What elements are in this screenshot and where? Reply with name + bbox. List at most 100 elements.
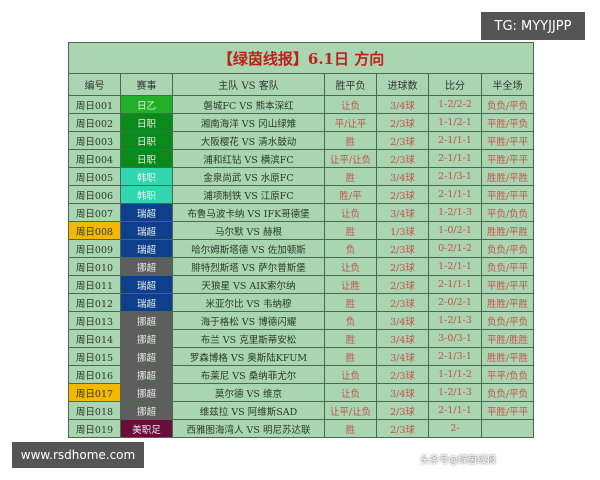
match-id: 周日018 bbox=[68, 401, 121, 420]
league: 日职 bbox=[120, 131, 173, 150]
goals-pick: 2/3球 bbox=[376, 401, 429, 420]
league: 挪超 bbox=[120, 365, 173, 384]
teams: 金泉尚武 VS 水原FC bbox=[172, 167, 325, 186]
goals-pick: 2/3球 bbox=[376, 365, 429, 384]
score-pick: 1-2/2-2 bbox=[428, 95, 482, 114]
halftime-fulltime-pick: 平胜/平平 bbox=[480, 401, 535, 420]
table-row: 周日015 挪超 罗森博格 VS 奥斯陆KFUM 胜 3/4球 2-1/3-1 胜胜/平胜 bbox=[68, 347, 535, 366]
goals-pick: 2/3球 bbox=[376, 113, 429, 132]
score-pick: 1-2/1-1 bbox=[428, 257, 482, 276]
halftime-fulltime-pick: 平胜/平平 bbox=[480, 185, 535, 204]
league: 日职 bbox=[120, 149, 173, 168]
table-title: 【绿茵线报】6.1日 方向 bbox=[67, 42, 535, 74]
halftime-fulltime-pick: 胜胜/平胜 bbox=[480, 167, 535, 186]
halftime-fulltime-pick: 负负/平负 bbox=[480, 95, 535, 114]
table-row: 周日006 韩职 浦项制铁 VS 江原FC 胜/平 2/3球 2-1/1-1 平胜/平平 bbox=[68, 185, 535, 204]
result-pick: 让胜 bbox=[324, 275, 377, 294]
teams: 腓特烈斯塔 VS 萨尔普斯堡 bbox=[172, 257, 325, 276]
teams: 天狼星 VS AIK索尔纳 bbox=[172, 275, 325, 294]
match-id: 周日014 bbox=[68, 329, 121, 348]
score-pick: 2-1/3-1 bbox=[428, 167, 482, 186]
goals-pick: 3/4球 bbox=[376, 347, 429, 366]
table-row: 周日013 挪超 海于格松 VS 博德闪耀负 3/4球 1-2/1-3 负负/平负 bbox=[68, 311, 535, 330]
result-pick: 让平/让负 bbox=[324, 149, 377, 168]
score-pick: 2-1/1-1 bbox=[428, 401, 482, 420]
teams: 大阪樱花 VS 清水鼓动 bbox=[172, 131, 325, 150]
table-row: 周日014 挪超 布兰 VS 克里斯蒂安松胜 3/4球 3-0/3-1 平胜/胜胜 bbox=[68, 329, 535, 348]
table-row: 周日018 挪超 维兹拉 VS 阿维斯SAD 让平/让负 2/3球 2-1/1-1 平胜/平… bbox=[68, 401, 535, 420]
score-pick: 2-1/1-1 bbox=[428, 275, 482, 294]
league: 瑞超 bbox=[120, 275, 173, 294]
match-id: 周日019 bbox=[68, 419, 121, 438]
teams: 浦和红钻 VS 横滨FC bbox=[172, 149, 325, 168]
score-pick: 2-0/2-1 bbox=[428, 293, 482, 312]
match-id: 周日004 bbox=[68, 149, 121, 168]
teams: 西雅图海湾人 VS 明尼苏达联 bbox=[172, 419, 325, 438]
score-pick: 0-2/1-2 bbox=[428, 239, 482, 258]
score-pick: 2-1/1-1 bbox=[428, 185, 482, 204]
teams: 磐城FC VS 熊本深红 bbox=[172, 95, 325, 114]
halftime-fulltime-pick: 负负/平负 bbox=[480, 383, 535, 402]
league: 挪超 bbox=[120, 311, 173, 330]
score-pick: 1-1/2-1 bbox=[428, 113, 482, 132]
league: 挪超 bbox=[120, 383, 173, 402]
result-pick: 胜 bbox=[324, 347, 377, 366]
site-label: www.rsdhome.com bbox=[12, 442, 144, 468]
goals-pick: 3/4球 bbox=[376, 311, 429, 330]
column-header: 编号 bbox=[68, 73, 121, 96]
table-row: 周日005 韩职 金泉尚武 VS 水原FC 胜 3/4球 2-1/3-1 胜胜/平胜 bbox=[68, 167, 535, 186]
result-pick: 让负 bbox=[324, 203, 377, 222]
match-id: 周日016 bbox=[68, 365, 121, 384]
goals-pick: 2/3球 bbox=[376, 275, 429, 294]
result-pick: 负 bbox=[324, 311, 377, 330]
match-table: 【绿茵线报】6.1日 方向 编号 赛事 主队 VS 客队 胜平负 进球数 比分 半全场 周日… bbox=[67, 42, 535, 438]
score-pick: 2-1/3-1 bbox=[428, 347, 482, 366]
table-row: 周日004 日职 浦和红钻 VS 横滨FC 让平/让负 2/3球 2-1/1-1 平胜/平平 bbox=[68, 149, 535, 168]
match-id: 周日013 bbox=[68, 311, 121, 330]
table-row: 周日012 瑞超 米亚尔比 VS 韦纳穆胜 2/3球 2-0/2-1 胜胜/平胜 bbox=[68, 293, 535, 312]
result-pick: 胜 bbox=[324, 221, 377, 240]
score-pick: 1-1/1-2 bbox=[428, 365, 482, 384]
match-id: 周日017 bbox=[68, 383, 121, 402]
match-id: 周日010 bbox=[68, 257, 121, 276]
league: 瑞超 bbox=[120, 221, 173, 240]
teams: 布鲁马波卡纳 VS IFK哥德堡 bbox=[172, 203, 325, 222]
halftime-fulltime-pick: 负负/平平 bbox=[480, 257, 535, 276]
score-pick: 2-1/1-1 bbox=[428, 131, 482, 150]
league: 日职 bbox=[120, 113, 173, 132]
match-id: 周日002 bbox=[68, 113, 121, 132]
column-header: 半全场 bbox=[480, 73, 535, 96]
table-row: 周日010 挪超 腓特烈斯塔 VS 萨尔普斯堡 让负 2/3球 1-2/1-1 负负/平平 bbox=[68, 257, 535, 276]
halftime-fulltime-pick: 负负/平负 bbox=[480, 239, 535, 258]
table-row: 周日009 瑞超 哈尔姆斯塔德 VS 佐加顿斯负 2/3球 0-2/1-2 负负/平负 bbox=[68, 239, 535, 258]
goals-pick: 2/3球 bbox=[376, 149, 429, 168]
halftime-fulltime-pick: 平胜/胜胜 bbox=[480, 329, 535, 348]
teams: 布莱尼 VS 桑纳菲尤尔 bbox=[172, 365, 325, 384]
score-pick: 1-0/2-1 bbox=[428, 221, 482, 240]
goals-pick: 2/3球 bbox=[376, 131, 429, 150]
table-row: 周日011 瑞超 天狼星 VS AIK索尔纳 让胜 2/3球 2-1/1-1 平胜/平平 bbox=[68, 275, 535, 294]
match-id: 周日001 bbox=[68, 95, 121, 114]
match-id: 周日005 bbox=[68, 167, 121, 186]
league: 瑞超 bbox=[120, 203, 173, 222]
halftime-fulltime-pick: 胜胜/平胜 bbox=[480, 221, 535, 240]
score-pick: 1-2/1-3 bbox=[428, 383, 482, 402]
score-pick: 2-1/1-1 bbox=[428, 149, 482, 168]
teams: 湘南海洋 VS 冈山绿雉 bbox=[172, 113, 325, 132]
league: 瑞超 bbox=[120, 293, 173, 312]
teams: 莫尔德 VS 维京 bbox=[172, 383, 325, 402]
teams: 维兹拉 VS 阿维斯SAD bbox=[172, 401, 325, 420]
league: 韩职 bbox=[120, 167, 173, 186]
halftime-fulltime-pick: 平胜/平负 bbox=[480, 113, 535, 132]
match-id: 周日007 bbox=[68, 203, 121, 222]
league: 瑞超 bbox=[120, 239, 173, 258]
match-id: 周日012 bbox=[68, 293, 121, 312]
league: 日乙 bbox=[120, 95, 173, 114]
result-pick: 让平/让负 bbox=[324, 401, 377, 420]
goals-pick: 3/4球 bbox=[376, 167, 429, 186]
teams: 米亚尔比 VS 韦纳穆 bbox=[172, 293, 325, 312]
match-id: 周日009 bbox=[68, 239, 121, 258]
teams: 马尔默 VS 赫根 bbox=[172, 221, 325, 240]
match-id: 周日015 bbox=[68, 347, 121, 366]
league: 韩职 bbox=[120, 185, 173, 204]
